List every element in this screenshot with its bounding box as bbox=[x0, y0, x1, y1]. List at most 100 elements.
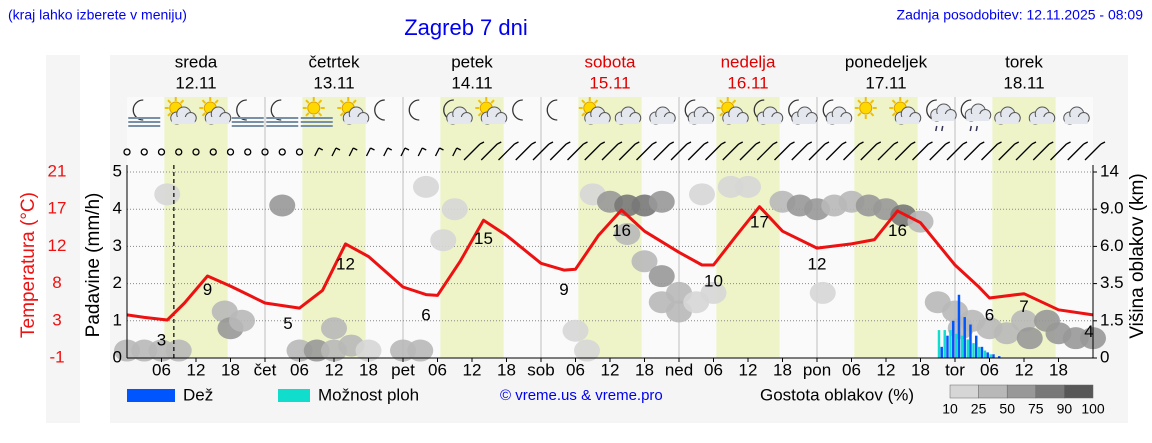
wind-barb-tick bbox=[565, 141, 571, 145]
cloud-base bbox=[995, 117, 1019, 124]
x-tick-label: 06 bbox=[842, 360, 861, 379]
sun-ray bbox=[857, 112, 862, 117]
wind-barb-tick bbox=[1066, 141, 1071, 145]
sun-ray bbox=[581, 99, 586, 104]
weather-icon bbox=[374, 99, 385, 121]
cloud-cell bbox=[574, 339, 600, 362]
temp-value-label: 15 bbox=[474, 229, 493, 248]
y2-tick-label: 14 bbox=[1100, 161, 1119, 180]
wind-barb bbox=[463, 143, 481, 161]
cloud-cell bbox=[229, 309, 255, 332]
wind-barb-tick bbox=[548, 141, 554, 145]
wind-barb-tick bbox=[928, 141, 933, 145]
precip-bar bbox=[969, 324, 972, 358]
day-name: torek bbox=[1005, 52, 1043, 71]
calm-wind bbox=[244, 148, 252, 156]
sun-ray bbox=[179, 99, 185, 104]
wind-barb bbox=[1050, 143, 1067, 161]
wind-barb bbox=[860, 143, 878, 161]
weather-icon bbox=[300, 97, 333, 127]
calm-wind bbox=[278, 148, 286, 156]
temp-tick-label: 3 bbox=[52, 310, 61, 329]
sun-ray bbox=[904, 99, 909, 104]
weather-icon bbox=[443, 99, 473, 125]
cloud-base bbox=[966, 114, 990, 121]
y-tick-label: 3 bbox=[113, 236, 122, 255]
x-tick-label: 12 bbox=[739, 360, 758, 379]
wind-barb bbox=[843, 143, 860, 161]
y-axis-title: Padavine (mm/h) bbox=[83, 193, 104, 338]
cloud-cell bbox=[809, 281, 836, 304]
precip-bar bbox=[943, 330, 946, 358]
wind-barb-tick bbox=[841, 141, 847, 145]
cloud-cell bbox=[689, 183, 715, 206]
wind-barb bbox=[653, 143, 671, 161]
cloud-cell bbox=[700, 281, 727, 304]
cloud-cell bbox=[413, 175, 439, 198]
cloud-cell bbox=[321, 317, 347, 340]
wind-barb bbox=[687, 143, 705, 161]
cloud-base bbox=[827, 117, 851, 124]
precip-bar bbox=[980, 346, 984, 358]
wind-barb-tick bbox=[979, 141, 985, 145]
x-tick-label: 12 bbox=[877, 360, 896, 379]
daylight-band bbox=[302, 97, 366, 358]
weather-icon bbox=[546, 99, 558, 121]
wind-barb-tick bbox=[703, 141, 709, 145]
sun-ray bbox=[352, 99, 357, 104]
cloud-cell bbox=[631, 250, 658, 273]
cloud-cell bbox=[614, 223, 641, 245]
wind-barb bbox=[400, 147, 406, 157]
precip-bar bbox=[960, 335, 964, 358]
wind-barb bbox=[618, 143, 636, 161]
wind-barb bbox=[515, 143, 533, 161]
cloud-cell bbox=[735, 175, 761, 198]
y-tick-label: 2 bbox=[113, 273, 122, 292]
wind-barb bbox=[314, 147, 320, 157]
wind-barb-tick bbox=[370, 147, 375, 151]
temp-tick-label: 17 bbox=[48, 199, 67, 218]
temp-value-label: 12 bbox=[336, 255, 355, 274]
y-tick-label: 1 bbox=[113, 310, 122, 329]
temp-value-label: 16 bbox=[612, 221, 631, 240]
wind-barb bbox=[912, 143, 929, 161]
cloud-base bbox=[689, 117, 713, 124]
x-tick-label: 18 bbox=[1049, 360, 1068, 379]
wind-barb bbox=[705, 143, 722, 161]
x-tick-label: ned bbox=[665, 360, 693, 379]
sun-ray bbox=[317, 99, 323, 104]
day-date: 14.11 bbox=[451, 73, 492, 92]
wind-barb-tick bbox=[772, 141, 778, 145]
density-scale-segment bbox=[1035, 384, 1065, 399]
precip-bar bbox=[940, 346, 943, 358]
y2-tick-label: 0 bbox=[1100, 347, 1109, 366]
cloud-base bbox=[585, 117, 609, 124]
cloud-cell bbox=[355, 339, 382, 362]
sun-ray bbox=[719, 112, 724, 117]
precip-bar bbox=[966, 339, 969, 358]
wind-barb bbox=[946, 143, 964, 161]
wind-barb-tick bbox=[910, 141, 916, 145]
day-date: 18.11 bbox=[1003, 73, 1044, 92]
day-name: sreda bbox=[175, 52, 218, 71]
cloud-base bbox=[171, 117, 195, 124]
wind-barb bbox=[774, 143, 791, 161]
weather-icon bbox=[822, 99, 853, 125]
wind-barb-tick bbox=[600, 141, 606, 145]
precip-bar bbox=[974, 335, 978, 358]
y2-tick-label: 3.5 bbox=[1100, 273, 1124, 292]
moon bbox=[512, 99, 523, 121]
wind-barb-tick bbox=[583, 141, 588, 145]
x-tick-label: 06 bbox=[566, 360, 585, 379]
cloud-base bbox=[1030, 117, 1054, 124]
wind-barb-tick bbox=[686, 141, 692, 145]
y-tick-label: 5 bbox=[113, 161, 122, 180]
precip-bar bbox=[972, 343, 975, 358]
x-tick-label: 06 bbox=[980, 360, 999, 379]
weather-icon bbox=[475, 97, 508, 125]
density-scale-segment bbox=[1006, 384, 1037, 399]
x-tick-label: 06 bbox=[152, 360, 171, 379]
density-scale-label: 25 bbox=[971, 401, 987, 417]
weather-icon bbox=[199, 97, 232, 125]
sun-ray bbox=[339, 112, 345, 117]
